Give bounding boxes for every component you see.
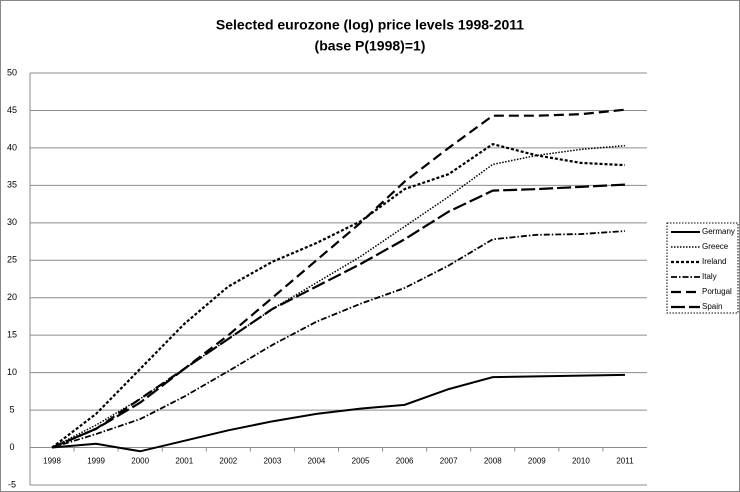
y-tick-label: 5 [9, 404, 14, 414]
legend-box [666, 222, 739, 314]
x-tick-label: 2001 [175, 457, 193, 466]
legend-label: Italy [702, 272, 717, 281]
legend-label: Ireland [702, 257, 726, 266]
x-tick-label: 2003 [263, 457, 281, 466]
series-line [51, 183, 626, 449]
series-line [51, 230, 626, 449]
y-tick-label: 35 [7, 180, 17, 190]
legend-label: Greece [702, 242, 729, 251]
x-tick-label: 1999 [87, 457, 105, 466]
x-tick-label: 2006 [396, 457, 414, 466]
legend-label: Spain [702, 302, 722, 311]
x-tick-label: 1998 [43, 457, 61, 466]
y-tick-label: 45 [7, 105, 17, 115]
series-line [51, 144, 626, 449]
chart-subtitle: (base P(1998)=1) [315, 38, 426, 54]
x-tick-label: 2007 [440, 457, 458, 466]
series-line [51, 108, 626, 449]
legend-label: Portugal [702, 287, 732, 296]
x-tick-label: 2011 [616, 457, 634, 466]
y-tick-label: 50 [7, 67, 17, 77]
x-tick-label: 2004 [308, 457, 326, 466]
y-tick-label: 10 [7, 367, 17, 377]
legend-label: Germany [702, 227, 735, 236]
y-tick-label: 15 [7, 330, 17, 340]
x-tick-label: 2009 [528, 457, 546, 466]
y-tick-label: 20 [7, 292, 17, 302]
y-tick-label: 0 [9, 442, 14, 452]
y-tick-label: -5 [8, 479, 16, 489]
x-tick-label: 2008 [484, 457, 502, 466]
x-tick-label: 2010 [572, 457, 590, 466]
x-tick-label: 2000 [131, 457, 149, 466]
series-line [51, 142, 626, 449]
y-tick-label: 25 [7, 255, 17, 265]
chart-title: Selected eurozone (log) price levels 199… [216, 17, 524, 33]
y-tick-label: 40 [7, 142, 17, 152]
x-tick-label: 2002 [219, 457, 237, 466]
series-line [51, 373, 625, 453]
x-tick-label: 2005 [352, 457, 370, 466]
y-tick-label: 30 [7, 217, 17, 227]
